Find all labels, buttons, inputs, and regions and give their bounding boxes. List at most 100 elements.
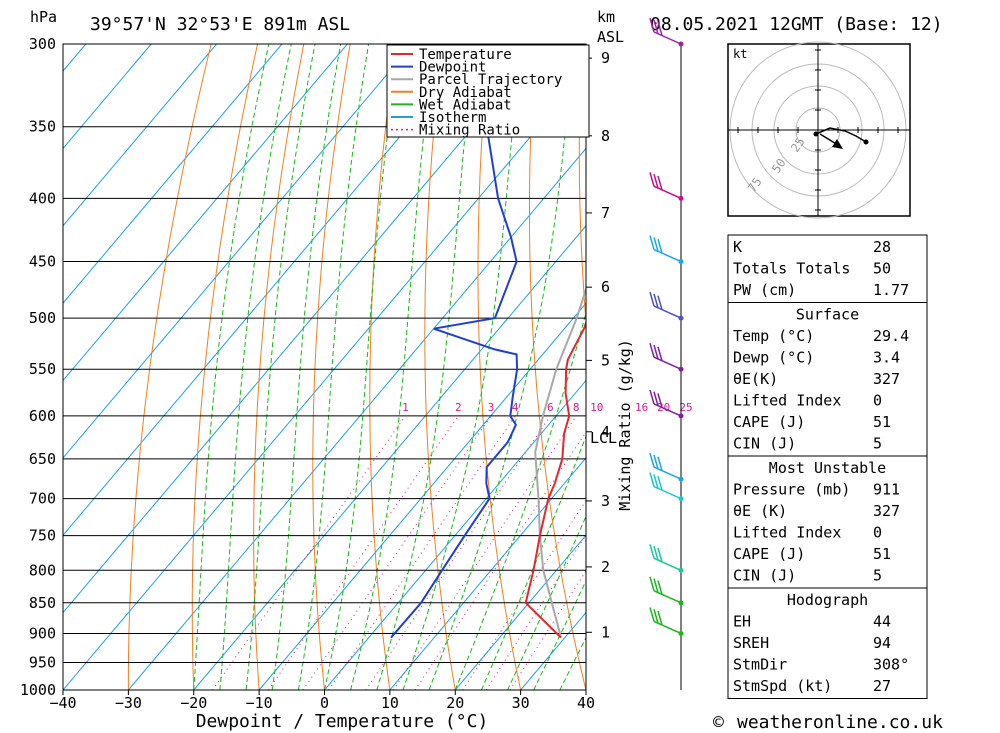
wet-adiabat (245, 44, 316, 690)
index-value: 29.4 (873, 327, 909, 345)
x-tick-label: −20 (180, 694, 207, 712)
index-label: Pressure (mb) (733, 481, 850, 499)
index-label: Totals Totals (733, 260, 850, 278)
barb-feather (649, 452, 655, 468)
pressure-tick-label: 450 (29, 253, 56, 271)
dry-adiabat (628, 35, 717, 690)
wet-adiabat (193, 44, 270, 690)
pressure-unit-label: hPa (30, 8, 57, 26)
pressure-tick-label: 400 (29, 189, 56, 207)
hodograph-trace (815, 127, 867, 143)
index-value: 1.77 (873, 281, 909, 299)
wind-barb (649, 17, 684, 47)
isotherm (63, 44, 348, 382)
km-tick-label: 2 (601, 558, 610, 576)
barb-feather (653, 293, 659, 309)
barb-staff (653, 305, 682, 319)
index-value: 327 (873, 502, 900, 520)
barb-staff (653, 31, 682, 45)
index-value: 51 (873, 413, 891, 431)
legend-label: Parcel Trajectory (419, 72, 562, 88)
wet-adiabat (297, 44, 370, 690)
pressure-tick-label: 300 (29, 35, 56, 53)
index-value: 0 (873, 392, 882, 410)
dry-adiabat (951, 35, 1000, 690)
index-label: PW (cm) (733, 281, 796, 299)
km-tick-label: 6 (601, 278, 610, 296)
asl-label: ASL (597, 28, 624, 46)
wind-barb (649, 544, 684, 573)
index-value: 28 (873, 238, 891, 256)
wind-barb (649, 389, 684, 419)
barb-feather (653, 474, 659, 489)
barb-feather (653, 19, 659, 35)
barb-feather (653, 609, 659, 624)
index-value: 27 (873, 677, 891, 695)
barb-dot (678, 476, 684, 482)
temperature-trace (524, 319, 586, 639)
barb-feather (657, 346, 663, 362)
barb-staff (653, 590, 682, 604)
index-label: θE(K) (733, 370, 778, 388)
x-tick-label: 40 (577, 694, 595, 712)
barb-dot (678, 41, 684, 47)
barb-feather (649, 607, 655, 622)
index-label: CAPE (J) (733, 545, 805, 563)
wind-barb (649, 172, 684, 201)
barb-feather (649, 472, 655, 487)
dry-adiabat (477, 44, 522, 690)
x-tick-label: −10 (246, 694, 273, 712)
index-label: Dewp (°C) (733, 349, 814, 367)
legend-label: Dry Adiabat (419, 85, 512, 101)
barb-feather (653, 344, 659, 360)
index-label: K (733, 238, 742, 256)
index-value: 911 (873, 481, 900, 499)
index-label: EH (733, 613, 751, 631)
wet-adiabat (219, 44, 292, 690)
mixing-ratio-label: 2 (455, 401, 462, 414)
x-tick-label: −30 (115, 694, 142, 712)
index-value: 5 (873, 435, 882, 453)
mixing-ratio-label: 8 (573, 401, 580, 414)
mixing-ratio-label: 6 (547, 401, 554, 414)
hodograph-unit-label: kt (733, 47, 747, 61)
mixing-ratio-label: 3 (488, 401, 495, 414)
index-label: θE (K) (733, 502, 787, 520)
wind-barb (649, 472, 684, 502)
barb-feather (649, 172, 655, 187)
pressure-gridlines (63, 43, 586, 691)
mixing-ratio-label: 10 (590, 401, 603, 414)
barb-feather (657, 456, 663, 471)
pressure-tick-label: 950 (29, 653, 56, 671)
wind-barb (649, 343, 684, 372)
barb-feather (649, 291, 655, 307)
indices-section-box (727, 455, 928, 589)
hodograph-ring-label: 75 (745, 175, 765, 195)
barb-staff (653, 620, 682, 635)
barb-staff (653, 466, 682, 480)
mixing-ratio-line (302, 415, 492, 690)
barb-staff (653, 185, 682, 200)
x-tick-label: 10 (381, 694, 399, 712)
index-value: 0 (873, 524, 882, 542)
sounding-datetime: 08.05.2021 12GMT (Base: 12) (650, 14, 943, 35)
index-label: Lifted Index (733, 524, 841, 542)
station-location: 39°57'N 32°53'E 891m ASL (90, 14, 350, 35)
index-label: CIN (J) (733, 435, 796, 453)
hodograph-ring-label: 50 (769, 156, 789, 176)
isotherm (63, 44, 544, 614)
copyright-symbol: © (713, 712, 724, 733)
km-tick-label: 7 (601, 204, 610, 222)
barb-feather (653, 578, 659, 593)
km-tick-label: 1 (601, 623, 610, 641)
barb-feather (649, 17, 655, 33)
legend-label: Wet Adiabat (419, 97, 512, 113)
barb-feather (657, 393, 663, 408)
hodograph-point (813, 131, 819, 137)
index-value: 44 (873, 613, 891, 631)
pressure-tick-label: 900 (29, 624, 56, 642)
barb-feather (657, 21, 663, 36)
barb-feather (657, 547, 663, 563)
